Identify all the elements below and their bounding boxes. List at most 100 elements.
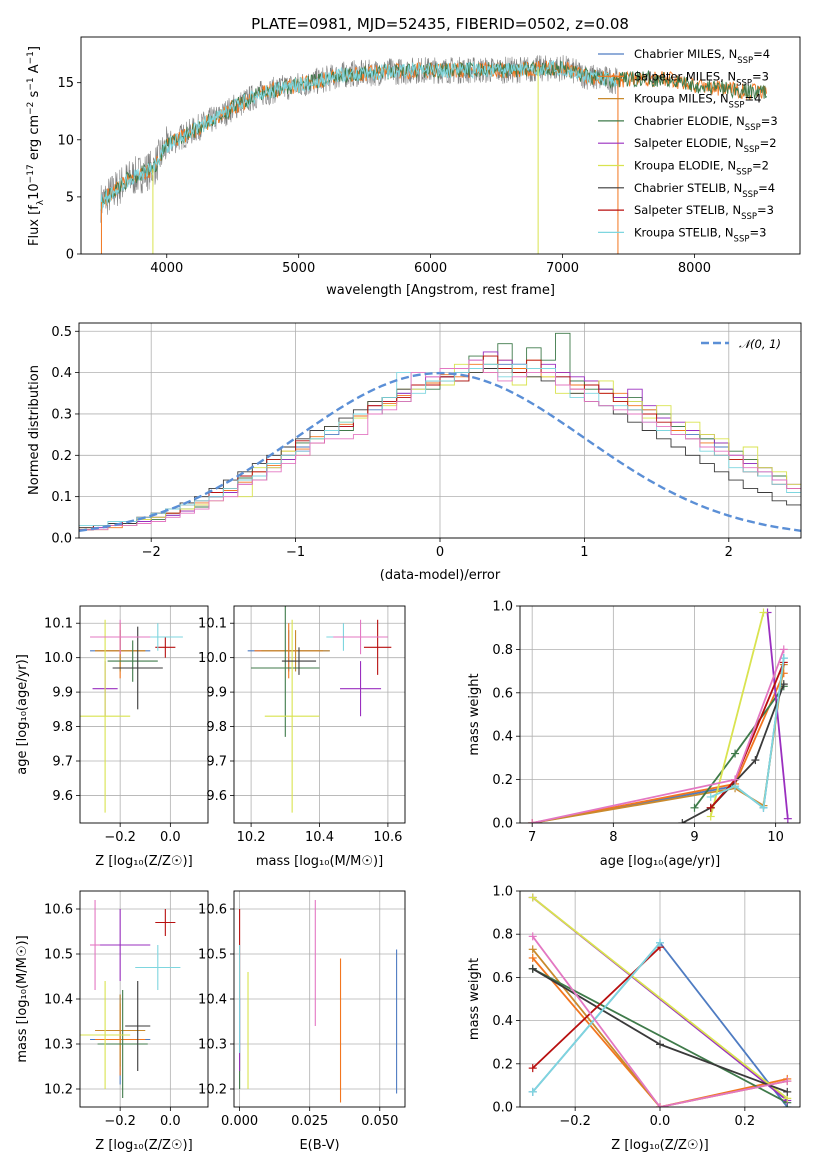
weight-marker	[528, 945, 537, 954]
y-tick-label: 0.4	[492, 1014, 513, 1029]
plot-area	[239, 900, 398, 1103]
axes-frame	[233, 890, 406, 1108]
error-cross-kroupa_miles	[261, 630, 330, 672]
error-cross-kroupa_miles	[95, 994, 146, 1067]
y-tick-label: 10.5	[44, 948, 73, 963]
error-cross-chabrier_stelib	[281, 647, 317, 675]
panel-weight_vs_age: 7 8 9 10 0.0 0.2 0.4 0.6 0.8 1.0 age [log₁₀(age/yr…	[467, 600, 801, 869]
plot-area	[247, 606, 392, 813]
weight-marker	[706, 803, 715, 812]
histogram-kroupa_stelib	[79, 363, 801, 527]
x-tick-label: 0.0	[160, 1114, 181, 1129]
x-axis-label: (data-model)/error	[380, 568, 501, 583]
y-axis-label: Normed distribution	[27, 365, 42, 495]
x-axis-label: E(B-V)	[299, 1138, 339, 1153]
y-tick-label: 10.1	[44, 617, 73, 632]
x-axis-label: Z [log₁₀(Z/Z☉)]	[95, 854, 192, 869]
panel-mass_vs_ebv: 0.000 0.025 0.050 10.2 10.3 10.4 10.5 10.6 E(B-V…	[198, 890, 406, 1153]
error-cross-chabrier_stelib	[125, 981, 151, 1071]
legend-entry: Chabrier MILES, NSSP=4	[634, 47, 770, 66]
x-axis-label: wavelength [Angstrom, rest frame]	[326, 283, 555, 298]
weight-marker	[528, 893, 537, 902]
y-tick-label: 10.0	[44, 651, 73, 666]
weight-marker	[528, 953, 537, 962]
y-tick-label: 0.2	[51, 449, 72, 464]
model-spectrum-chabrier_elodie	[100, 60, 767, 211]
panel-residuals: −2 −1 0 1 2 0.0 0.1 0.2 0.3 0.4 0.5 𝒩(0, 1) (data-mo…	[27, 322, 802, 583]
axes-frame	[80, 36, 801, 255]
y-tick-label: 10.4	[44, 993, 73, 1008]
plot-area	[80, 619, 183, 813]
x-tick-label: 1	[580, 545, 588, 560]
y-tick-label: 1.0	[492, 885, 513, 900]
x-tick-label: 10.2	[237, 830, 266, 845]
axes-frame	[79, 605, 209, 824]
x-tick-label: 10.6	[373, 830, 402, 845]
y-tick-label: 5	[66, 190, 74, 205]
plot-area	[528, 893, 792, 1107]
x-tick-label: 2	[725, 545, 733, 560]
weight-marker	[528, 932, 537, 941]
y-axis-label: mass [log₁₀(M/M☉)]	[15, 935, 30, 1062]
axes-frame	[519, 890, 801, 1108]
y-tick-label: 0.3	[51, 407, 72, 422]
x-axis-label: mass [log₁₀(M/M☉)]	[256, 854, 383, 869]
x-tick-label: −2	[142, 545, 161, 560]
weight-marker	[759, 608, 768, 617]
error-cross-salpeter_elodie	[340, 661, 382, 717]
y-tick-label: 0.4	[492, 730, 513, 745]
x-tick-label: 8	[609, 830, 617, 845]
histogram-pink	[79, 359, 801, 531]
y-axis-label: mass weight	[467, 958, 482, 1040]
x-tick-label: 0.000	[221, 1114, 258, 1129]
error-cross-salpeter_stelib	[155, 637, 176, 658]
error-cross-kroupa_elodie	[80, 981, 131, 1089]
weight-marker	[656, 1040, 664, 1049]
legend-entry: Chabrier ELODIE, NSSP=3	[634, 114, 778, 133]
y-tick-label: 0.2	[492, 773, 513, 788]
weight-marker	[731, 775, 740, 784]
error-cross-chabrier_elodie	[107, 640, 158, 682]
x-tick-label: 10	[767, 830, 784, 845]
plot-area	[528, 608, 792, 823]
x-tick-label: 0.025	[291, 1114, 328, 1129]
axes-frame	[79, 890, 209, 1108]
weight-marker	[731, 749, 740, 758]
error-cross-pink	[333, 619, 388, 655]
x-tick-label: 0.0	[160, 830, 181, 845]
weight-marker	[706, 792, 715, 801]
error-cross-salpeter_stelib	[155, 909, 176, 936]
x-tick-label: 0	[436, 545, 444, 560]
x-tick-label: 7000	[546, 261, 579, 276]
error-cross-kroupa_stelib	[135, 945, 181, 990]
error-cross-pink	[90, 619, 151, 655]
x-tick-label: 9	[690, 830, 698, 845]
error-cross-chabrier_elodie	[97, 990, 148, 1098]
legend-entry: Kroupa ELODIE, NSSP=2	[634, 159, 769, 178]
weight-line-chabrier_elodie	[532, 968, 788, 1104]
weight-marker	[783, 1077, 792, 1086]
weight-marker	[528, 964, 537, 973]
grid-lines	[234, 891, 405, 1107]
weight-line-salpeter_miles	[532, 957, 788, 1107]
y-tick-label: 0	[66, 248, 74, 263]
y-tick-label: 10	[57, 133, 74, 148]
y-tick-label: 9.9	[206, 686, 227, 701]
x-tick-label: −0.2	[104, 1114, 136, 1129]
y-tick-label: 10.2	[198, 1083, 227, 1098]
y-tick-label: 9.6	[206, 789, 227, 804]
legend-entry: Salpeter MILES, NSSP=3	[634, 69, 769, 88]
plot-area	[80, 900, 181, 1098]
weight-marker	[779, 645, 788, 654]
x-tick-label: 5000	[282, 261, 315, 276]
grid-lines	[520, 605, 800, 824]
weight-marker	[656, 1103, 664, 1107]
y-tick-label: 0.0	[51, 532, 72, 547]
weight-line-kroupa_stelib	[532, 942, 661, 1093]
x-tick-label: 10.4	[305, 830, 334, 845]
figure-title: PLATE=0981, MJD=52435, FIBERID=0502, z=0…	[251, 15, 629, 33]
y-tick-label: 9.6	[52, 789, 73, 804]
y-tick-label: 10.6	[198, 903, 227, 918]
y-tick-label: 0.0	[492, 817, 513, 832]
